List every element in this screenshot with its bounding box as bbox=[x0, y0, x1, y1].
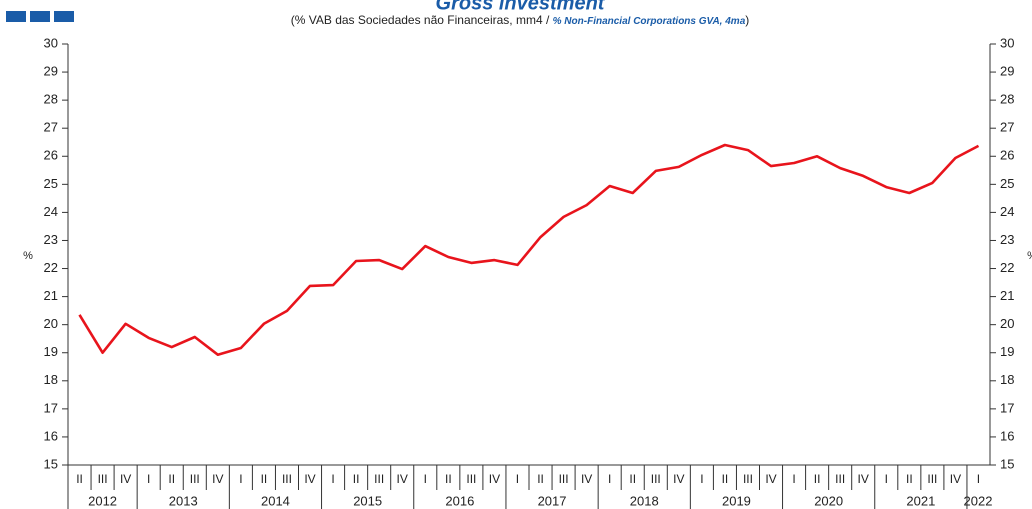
x-tick-label: I bbox=[516, 472, 519, 486]
y2-tick-label: 25 bbox=[1000, 176, 1014, 191]
x-tick-label: II bbox=[906, 472, 913, 486]
year-label: 2013 bbox=[169, 493, 198, 508]
x-tick-label: IV bbox=[950, 472, 961, 486]
x-tick-label: IV bbox=[489, 472, 500, 486]
x-tick-label: II bbox=[445, 472, 452, 486]
data-line bbox=[78, 143, 980, 356]
x-tick-label: IV bbox=[212, 472, 223, 486]
y-tick-label: 29 bbox=[44, 64, 58, 79]
y-tick-label: 18 bbox=[44, 372, 58, 387]
x-tick-label: III bbox=[98, 472, 108, 486]
x-tick-label: I bbox=[147, 472, 150, 486]
y-tick-label: 19 bbox=[44, 344, 58, 359]
x-tick-label: IV bbox=[765, 472, 776, 486]
x-tick-label: I bbox=[977, 472, 980, 486]
x-tick-label: III bbox=[927, 472, 937, 486]
year-label: 2014 bbox=[261, 493, 290, 508]
y2-tick-label: 26 bbox=[1000, 148, 1014, 163]
y2-tick-label: 20 bbox=[1000, 316, 1014, 331]
x-tick-label: III bbox=[835, 472, 845, 486]
x-tick-label: I bbox=[331, 472, 334, 486]
y2-tick-label: 15 bbox=[1000, 456, 1014, 471]
y2-tick-label: 19 bbox=[1000, 344, 1014, 359]
y-tick-label: 22 bbox=[44, 260, 58, 275]
year-label: 2018 bbox=[630, 493, 659, 508]
y2-tick-label: 27 bbox=[1000, 120, 1014, 135]
year-label: 2019 bbox=[722, 493, 751, 508]
year-label: 2020 bbox=[814, 493, 843, 508]
y-tick-label: 27 bbox=[44, 120, 58, 135]
y2-axis-label: % bbox=[1027, 250, 1032, 262]
y2-tick-label: 22 bbox=[1000, 260, 1014, 275]
y-tick-label: 24 bbox=[44, 204, 58, 219]
x-tick-label: III bbox=[559, 472, 569, 486]
y2-tick-label: 29 bbox=[1000, 64, 1014, 79]
year-label: 2022 bbox=[964, 493, 993, 508]
chart-subtitle: (% VAB das Sociedades não Financeiras, m… bbox=[291, 13, 750, 27]
y-tick-label: 21 bbox=[44, 288, 58, 303]
x-tick-label: I bbox=[424, 472, 427, 486]
y-tick-label: 30 bbox=[44, 35, 58, 50]
x-tick-label: III bbox=[743, 472, 753, 486]
subtitle-en: % Non-Financial Corporations GVA, 4ma bbox=[553, 16, 746, 27]
y2-tick-label: 17 bbox=[1000, 400, 1014, 415]
subtitle-end: ) bbox=[745, 13, 749, 27]
x-tick-label: I bbox=[792, 472, 795, 486]
year-label: 2021 bbox=[906, 493, 935, 508]
y-tick-label: 16 bbox=[44, 428, 58, 443]
x-tick-label: II bbox=[814, 472, 821, 486]
x-tick-label: II bbox=[722, 472, 729, 486]
x-tick-label: I bbox=[608, 472, 611, 486]
y-tick-label: 15 bbox=[44, 456, 58, 471]
y2-tick-label: 21 bbox=[1000, 288, 1014, 303]
x-tick-label: II bbox=[261, 472, 268, 486]
x-tick-label: IV bbox=[397, 472, 408, 486]
x-tick-label: II bbox=[76, 472, 83, 486]
x-tick-label: IV bbox=[673, 472, 684, 486]
year-label: 2015 bbox=[353, 493, 382, 508]
year-label: 2017 bbox=[538, 493, 567, 508]
x-tick-label: III bbox=[374, 472, 384, 486]
x-tick-label: I bbox=[885, 472, 888, 486]
chart-title: Gross investment bbox=[436, 0, 606, 14]
y-tick-label: 20 bbox=[44, 316, 58, 331]
x-tick-label: III bbox=[282, 472, 292, 486]
y2-tick-label: 28 bbox=[1000, 92, 1014, 107]
x-tick-label: IV bbox=[304, 472, 315, 486]
x-tick-label: IV bbox=[858, 472, 869, 486]
y-tick-label: 17 bbox=[44, 400, 58, 415]
x-tick-label: I bbox=[239, 472, 242, 486]
x-tick-label: IV bbox=[581, 472, 592, 486]
y2-tick-label: 18 bbox=[1000, 372, 1014, 387]
x-tick-label: IV bbox=[120, 472, 131, 486]
y-tick-label: 23 bbox=[44, 232, 58, 247]
y2-tick-label: 30 bbox=[1000, 35, 1014, 50]
x-tick-label: III bbox=[190, 472, 200, 486]
x-tick-label: II bbox=[629, 472, 636, 486]
y2-tick-label: 24 bbox=[1000, 204, 1014, 219]
y-tick-label: 26 bbox=[44, 148, 58, 163]
x-tick-label: II bbox=[168, 472, 175, 486]
y-tick-label: 25 bbox=[44, 176, 58, 191]
x-tick-label: III bbox=[466, 472, 476, 486]
year-label: 2012 bbox=[88, 493, 117, 508]
logo bbox=[6, 11, 74, 22]
subtitle-pt: (% VAB das Sociedades não Financeiras, m… bbox=[291, 13, 553, 27]
y2-tick-label: 23 bbox=[1000, 232, 1014, 247]
x-tick-label: II bbox=[353, 472, 360, 486]
x-tick-label: II bbox=[537, 472, 544, 486]
x-tick-label: III bbox=[651, 472, 661, 486]
x-tick-label: I bbox=[700, 472, 703, 486]
y-tick-label: 28 bbox=[44, 92, 58, 107]
y-axis-label: % bbox=[23, 250, 33, 262]
y2-tick-label: 16 bbox=[1000, 428, 1014, 443]
year-label: 2016 bbox=[445, 493, 474, 508]
